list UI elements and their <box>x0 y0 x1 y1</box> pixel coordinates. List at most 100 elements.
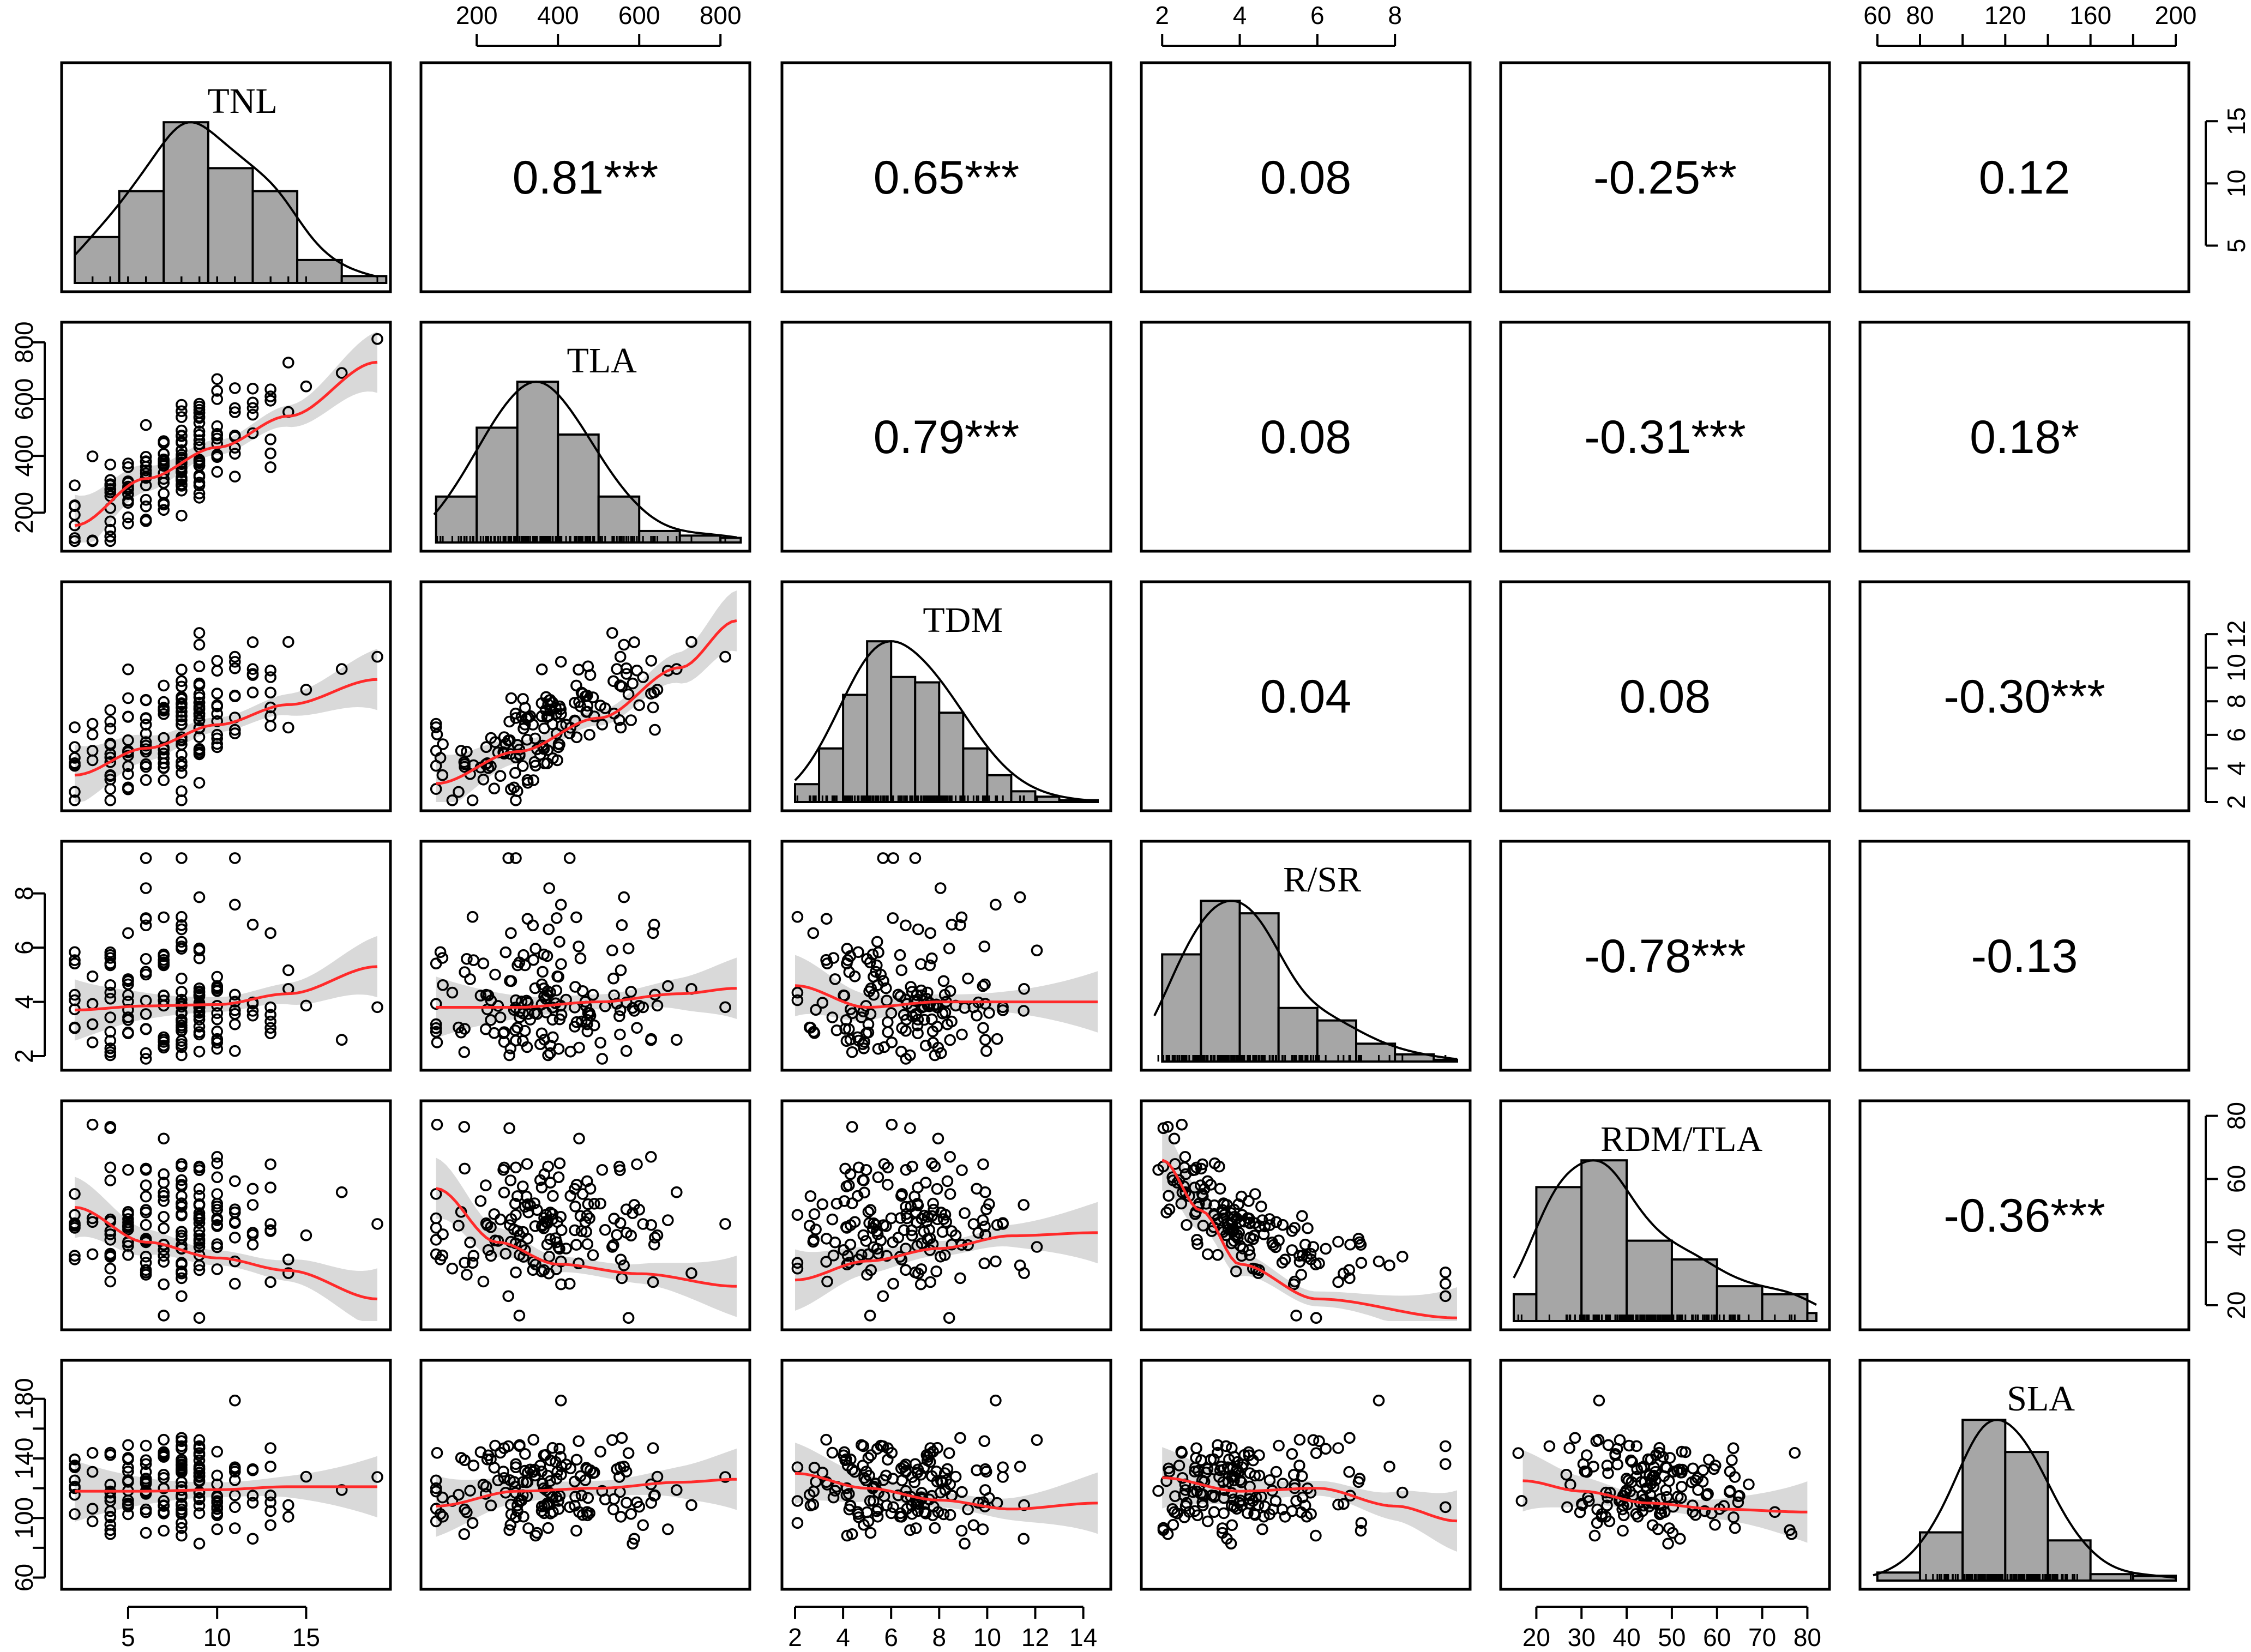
histogram-bar-r-sr <box>1200 900 1241 1063</box>
correlation-value-tdm-sla: -0.30*** <box>1943 671 2105 723</box>
histogram-bar-tdm <box>890 676 917 803</box>
scatter-point-tla-tnl <box>176 435 188 448</box>
scatter-point-r-sr-tdm <box>1031 944 1043 956</box>
scatter-point-r-sr-tnl <box>176 1038 188 1050</box>
scatter-point-r-sr-tdm <box>791 994 804 1006</box>
scatter-point-r-sr-tla <box>622 942 635 955</box>
scatter-point-rdm-tla-tla <box>510 1267 522 1279</box>
scatter-point-rdm-tla-tdm <box>904 1122 916 1134</box>
histogram-bar-rdm-tla <box>1670 1258 1718 1323</box>
scatter-point-sla-tla <box>511 1505 523 1517</box>
scatter-point-r-sr-tla <box>505 927 517 939</box>
scatter-point-rdm-tla-tla <box>574 1210 587 1222</box>
scatter-point-rdm-tla-tnl <box>176 1158 188 1170</box>
scatter-point-r-sr-tnl <box>193 988 206 1001</box>
scatter-point-tdm-tla <box>611 663 623 675</box>
scatter-point-sla-r-sr <box>1235 1476 1248 1488</box>
scatter-point-tdm-tla <box>596 719 609 731</box>
scatter-point-sla-tdm <box>983 1492 995 1504</box>
scatter-point-r-sr-tnl <box>140 852 152 864</box>
scatter-point-sla-r-sr <box>1320 1443 1332 1455</box>
scatter-point-r-sr-tdm <box>861 953 873 965</box>
scatter-point-tla-tnl <box>211 384 224 397</box>
scatter-point-sla-tla <box>505 1498 517 1511</box>
scatter-point-rdm-tla-r-sr <box>1277 1219 1289 1231</box>
scatter-point-tla-tnl <box>158 497 170 509</box>
histogram-bar-tnl <box>162 121 209 284</box>
scatter-point-sla-tla <box>662 1523 674 1535</box>
scatter-point-sla-r-sr <box>1168 1506 1181 1518</box>
scatter-point-sla-r-sr <box>1290 1495 1302 1507</box>
scatter-point-tla-tnl <box>300 380 312 393</box>
scatter-point-rdm-tla-tdm <box>906 1224 918 1237</box>
scatter-point-tdm-tla <box>430 718 442 730</box>
histogram-bar-tla <box>557 433 600 544</box>
scatter-point-sla-r-sr <box>1216 1527 1229 1539</box>
scatter-point-rdm-tla-tnl <box>193 1164 206 1177</box>
scatter-point-sla-tnl <box>246 1497 259 1509</box>
scatter-point-rdm-tla-tla <box>458 1121 471 1133</box>
scatter-point-sla-tnl <box>193 1538 206 1549</box>
scatter-point-rdm-tla-tdm <box>931 1183 943 1195</box>
scatter-point-sla-tnl <box>69 1474 81 1487</box>
scatter-point-rdm-tla-tnl <box>228 1232 241 1244</box>
scatter-point-sla-tdm <box>841 1482 853 1494</box>
correlation-value-tdm-r-sr: 0.04 <box>1260 671 1351 723</box>
scatter-point-sla-tla <box>538 1449 550 1461</box>
scatter-point-r-sr-tla <box>625 986 637 998</box>
scatter-point-sla-r-sr <box>1273 1439 1285 1452</box>
histogram-bar-tla <box>719 536 742 544</box>
scatter-point-tdm-tnl <box>158 679 170 692</box>
scatter-point-rdm-tla-r-sr <box>1243 1195 1255 1207</box>
scatter-point-sla-tla <box>430 1503 442 1515</box>
scatter-point-sla-rdm-tla <box>1515 1495 1528 1507</box>
scatter-point-rdm-tla-tdm <box>926 1210 938 1222</box>
scatter-point-tdm-tnl <box>104 722 117 735</box>
scatter-point-rdm-tla-r-sr <box>1270 1216 1283 1228</box>
scatter-point-rdm-tla-r-sr <box>1176 1118 1188 1131</box>
scatter-point-sla-tla <box>671 1484 683 1496</box>
scatter-point-sla-tla <box>553 1443 565 1455</box>
axis-tick-label-r-sr: 2 <box>1155 1 1169 29</box>
scatter-point-r-sr-tla <box>503 1049 515 1062</box>
scatter-point-sla-r-sr <box>1344 1432 1356 1444</box>
scatter-point-sla-tla <box>594 1445 606 1458</box>
axis-tick-label-rdm-tla: 60 <box>1703 1623 1731 1651</box>
scatter-point-sla-r-sr <box>1226 1519 1238 1532</box>
scatter-point-r-sr-tnl <box>228 1004 241 1016</box>
scatter-point-r-sr-tnl <box>104 1046 117 1058</box>
scatter-point-r-sr-tla <box>510 852 522 864</box>
correlation-value-tnl-sla: 0.12 <box>1979 152 2070 204</box>
scatter-point-rdm-tla-r-sr <box>1163 1190 1175 1202</box>
scatter-point-r-sr-tdm <box>997 1004 1009 1016</box>
scatter-point-rdm-tla-tdm <box>937 1213 950 1225</box>
scatter-point-rdm-tla-tnl <box>193 1312 206 1324</box>
scatter-point-tdm-tla <box>564 722 576 734</box>
scatter-point-tdm-tnl <box>211 655 224 667</box>
scatter-point-rdm-tla-r-sr <box>1253 1264 1265 1276</box>
scatter-point-r-sr-tdm <box>922 986 934 999</box>
axis-tick-label-tla: 200 <box>10 492 38 534</box>
scatter-point-tla-tnl <box>86 535 99 547</box>
panel-frame-rdm-tla-tla <box>419 1099 751 1331</box>
scatter-point-sla-tla <box>485 1453 497 1466</box>
scatter-point-tdm-tla <box>430 759 442 772</box>
scatter-point-sla-r-sr <box>1307 1434 1320 1446</box>
scatter-point-tdm-tnl <box>176 702 188 714</box>
scatter-point-sla-rdm-tla <box>1618 1509 1630 1522</box>
scatter-point-r-sr-tdm <box>844 1034 857 1046</box>
correlation-value-tnl-rdm-tla: -0.25** <box>1593 152 1737 204</box>
scatter-point-sla-tnl <box>211 1445 224 1458</box>
scatter-point-rdm-tla-tnl <box>228 1203 241 1215</box>
scatter-point-tdm-tla <box>485 732 497 744</box>
scatter-point-r-sr-tnl <box>140 1008 152 1020</box>
scatter-point-sla-tdm <box>904 1524 916 1536</box>
scatter-point-sla-rdm-tla <box>1560 1469 1573 1481</box>
scatter-point-sla-tla <box>485 1499 497 1511</box>
scatter-point-tdm-tnl <box>176 767 188 779</box>
scatter-point-tdm-tnl <box>246 636 259 648</box>
scatter-point-sla-r-sr <box>1169 1490 1181 1502</box>
scatter-point-sla-tdm <box>882 1454 894 1466</box>
scatter-point-sla-rdm-tla <box>1700 1489 1713 1502</box>
scatter-point-sla-rdm-tla <box>1743 1478 1755 1491</box>
